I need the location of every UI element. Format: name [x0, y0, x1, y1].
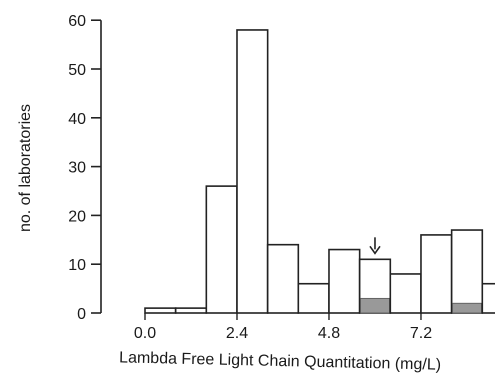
histogram-bar [174, 307, 208, 314]
y-axis-title: no. of laboratories [17, 104, 34, 232]
histogram-bar-shaded [452, 302, 482, 314]
histogram-bar [144, 307, 177, 314]
histogram-bar [450, 229, 484, 314]
y-tick-label: 0 [77, 306, 86, 323]
bars-layer [144, 29, 495, 314]
target-arrow-icon [369, 237, 381, 255]
y-tick-label: 10 [68, 257, 86, 274]
histogram-bar-shaded [360, 297, 390, 314]
y-tick-label: 60 [68, 13, 86, 30]
histogram-bar [481, 282, 495, 314]
histogram-bar [389, 273, 422, 314]
histogram-bar [205, 185, 238, 314]
histogram-bar [328, 248, 361, 314]
x-axis-title: Lambda Free Light Chain Quantitation (mg… [119, 349, 441, 373]
x-tick-label: 4.8 [318, 325, 340, 342]
x-tick-label: 0.0 [134, 325, 156, 342]
y-tick-label: 30 [68, 160, 86, 177]
histogram-bar [297, 282, 330, 314]
x-tick-label: 7.2 [410, 325, 432, 342]
y-tick-label: 50 [68, 62, 86, 79]
histogram-bar [420, 234, 453, 314]
histogram-bar [236, 29, 269, 314]
marker-layer [369, 237, 381, 255]
y-tick-label: 40 [68, 111, 86, 128]
histogram-bar [266, 243, 300, 314]
x-tick-label: 2.4 [226, 325, 248, 342]
y-tick-label: 20 [68, 208, 86, 225]
